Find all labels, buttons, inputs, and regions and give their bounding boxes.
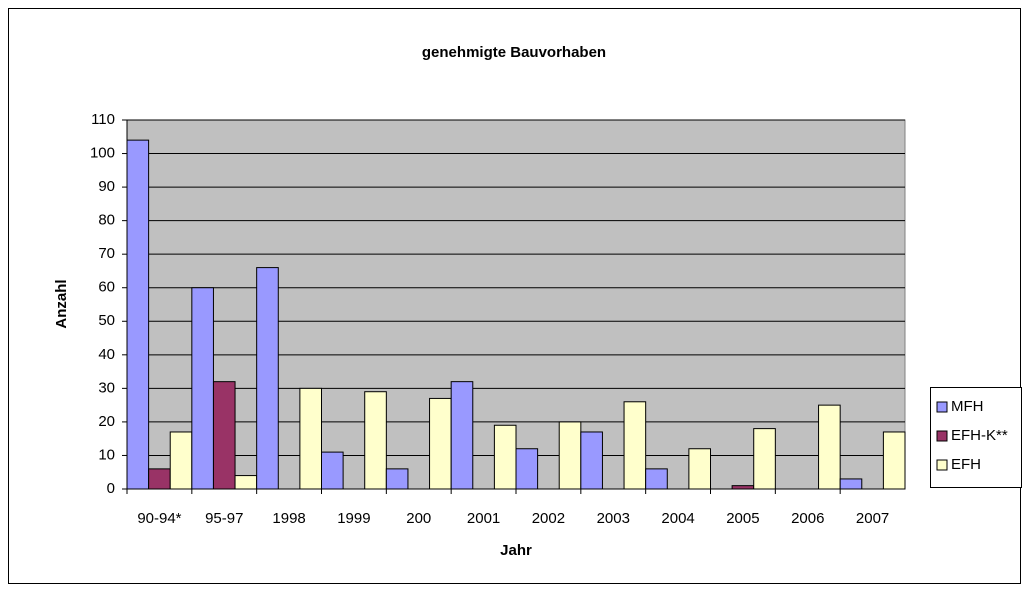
legend-label: EFH-K**	[951, 427, 1008, 444]
bar	[731, 485, 755, 490]
x-tick-label: 1999	[337, 510, 370, 527]
bar	[385, 468, 409, 490]
bar	[256, 267, 279, 490]
bar	[191, 287, 214, 490]
x-tick-label: 2005	[726, 510, 759, 527]
chart-title: genehmigte Bauvorhaben	[422, 44, 606, 61]
bar	[882, 431, 906, 490]
bar	[321, 451, 344, 490]
x-tick-label: 2002	[532, 510, 565, 527]
x-tick-label: 1998	[272, 510, 305, 527]
y-tick-label: 40	[98, 346, 115, 363]
bar	[126, 139, 150, 490]
y-tick-label: 20	[98, 413, 115, 430]
bar	[493, 424, 517, 490]
y-axis-title: Anzahl	[53, 279, 70, 328]
y-tick-label: 80	[98, 212, 115, 229]
bar	[623, 401, 647, 490]
bar	[645, 468, 668, 490]
bar	[299, 387, 322, 490]
bar	[429, 397, 452, 490]
bar	[364, 391, 387, 490]
y-tick-label: 50	[98, 312, 115, 329]
bar	[148, 468, 171, 490]
bar	[234, 475, 258, 490]
x-tick-label: 200	[406, 510, 431, 527]
y-tick-label: 60	[98, 279, 115, 296]
y-tick-label: 100	[90, 145, 115, 162]
legend-swatch	[936, 430, 948, 442]
x-tick-label: 2004	[661, 510, 694, 527]
y-tick-label: 110	[91, 111, 115, 128]
bar	[212, 381, 236, 490]
x-axis-title: Jahr	[500, 542, 532, 559]
x-tick-label: 90-94*	[137, 510, 181, 527]
y-tick-label: 90	[98, 178, 115, 195]
legend-swatch	[936, 459, 948, 471]
bar	[558, 421, 582, 490]
legend-swatch	[936, 401, 948, 413]
legend-label: EFH	[951, 456, 981, 473]
x-tick-label: 2003	[597, 510, 630, 527]
legend-label: MFH	[951, 398, 984, 415]
bar	[450, 381, 474, 490]
bar	[580, 431, 603, 490]
y-tick-label: 70	[98, 245, 115, 262]
x-tick-label: 2007	[856, 510, 889, 527]
x-tick-label: 2006	[791, 510, 824, 527]
x-tick-label: 2001	[467, 510, 500, 527]
bar	[839, 478, 863, 490]
bar	[515, 448, 539, 490]
x-tick-label: 95-97	[205, 510, 243, 527]
bar	[688, 448, 712, 490]
bar	[818, 404, 841, 490]
bar	[753, 428, 776, 490]
y-tick-label: 10	[98, 446, 115, 463]
y-tick-label: 0	[107, 480, 115, 497]
bar	[169, 431, 193, 490]
y-tick-label: 30	[98, 379, 115, 396]
